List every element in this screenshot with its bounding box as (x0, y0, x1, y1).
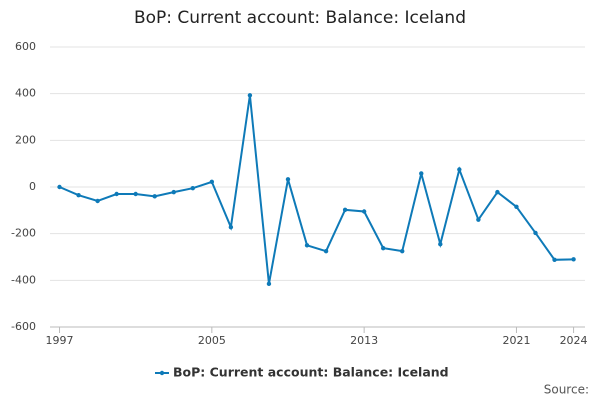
data-point (552, 257, 557, 262)
data-point (571, 257, 576, 262)
x-tick-label: 1997 (46, 334, 74, 347)
data-point (457, 167, 462, 172)
data-point (266, 281, 272, 287)
data-point (76, 192, 81, 198)
data-point (400, 248, 405, 254)
data-point (95, 198, 100, 204)
data-point (514, 204, 519, 210)
x-tick-label: 2013 (350, 334, 378, 347)
x-tick-label: 2021 (502, 334, 530, 347)
y-tick-label: -600 (11, 320, 36, 333)
x-tick-label: 2005 (198, 334, 226, 347)
data-point (323, 248, 329, 254)
chart-title: BoP: Current account: Balance: Iceland (134, 8, 466, 28)
data-point (533, 230, 538, 236)
data-point (171, 189, 176, 195)
data-point (476, 217, 481, 222)
data-point (495, 189, 500, 195)
data-point (57, 184, 62, 190)
y-tick-label: -200 (11, 227, 36, 240)
y-tick-label: 0 (29, 180, 36, 193)
legend-label: BoP: Current account: Balance: Iceland (173, 365, 449, 380)
data-point (114, 191, 119, 197)
source-note: Source: (544, 383, 589, 397)
data-point (342, 207, 348, 213)
data-point (380, 245, 386, 251)
data-point (133, 191, 138, 197)
data-point (247, 93, 253, 98)
data-point (285, 177, 291, 182)
data-point (419, 171, 424, 176)
y-tick-label: -400 (11, 273, 36, 286)
x-tick-label: 2024 (560, 334, 588, 347)
y-tick-label: 400 (15, 87, 36, 100)
series-line (59, 95, 574, 285)
data-point (304, 243, 310, 248)
data-point (228, 224, 234, 230)
data-point (152, 194, 157, 199)
data-point (361, 209, 367, 214)
data-point (190, 185, 195, 191)
data-point (438, 241, 443, 247)
y-tick-label: 600 (15, 40, 36, 53)
legend-marker (159, 370, 165, 376)
data-point (209, 179, 215, 185)
y-tick-label: 200 (15, 133, 36, 146)
